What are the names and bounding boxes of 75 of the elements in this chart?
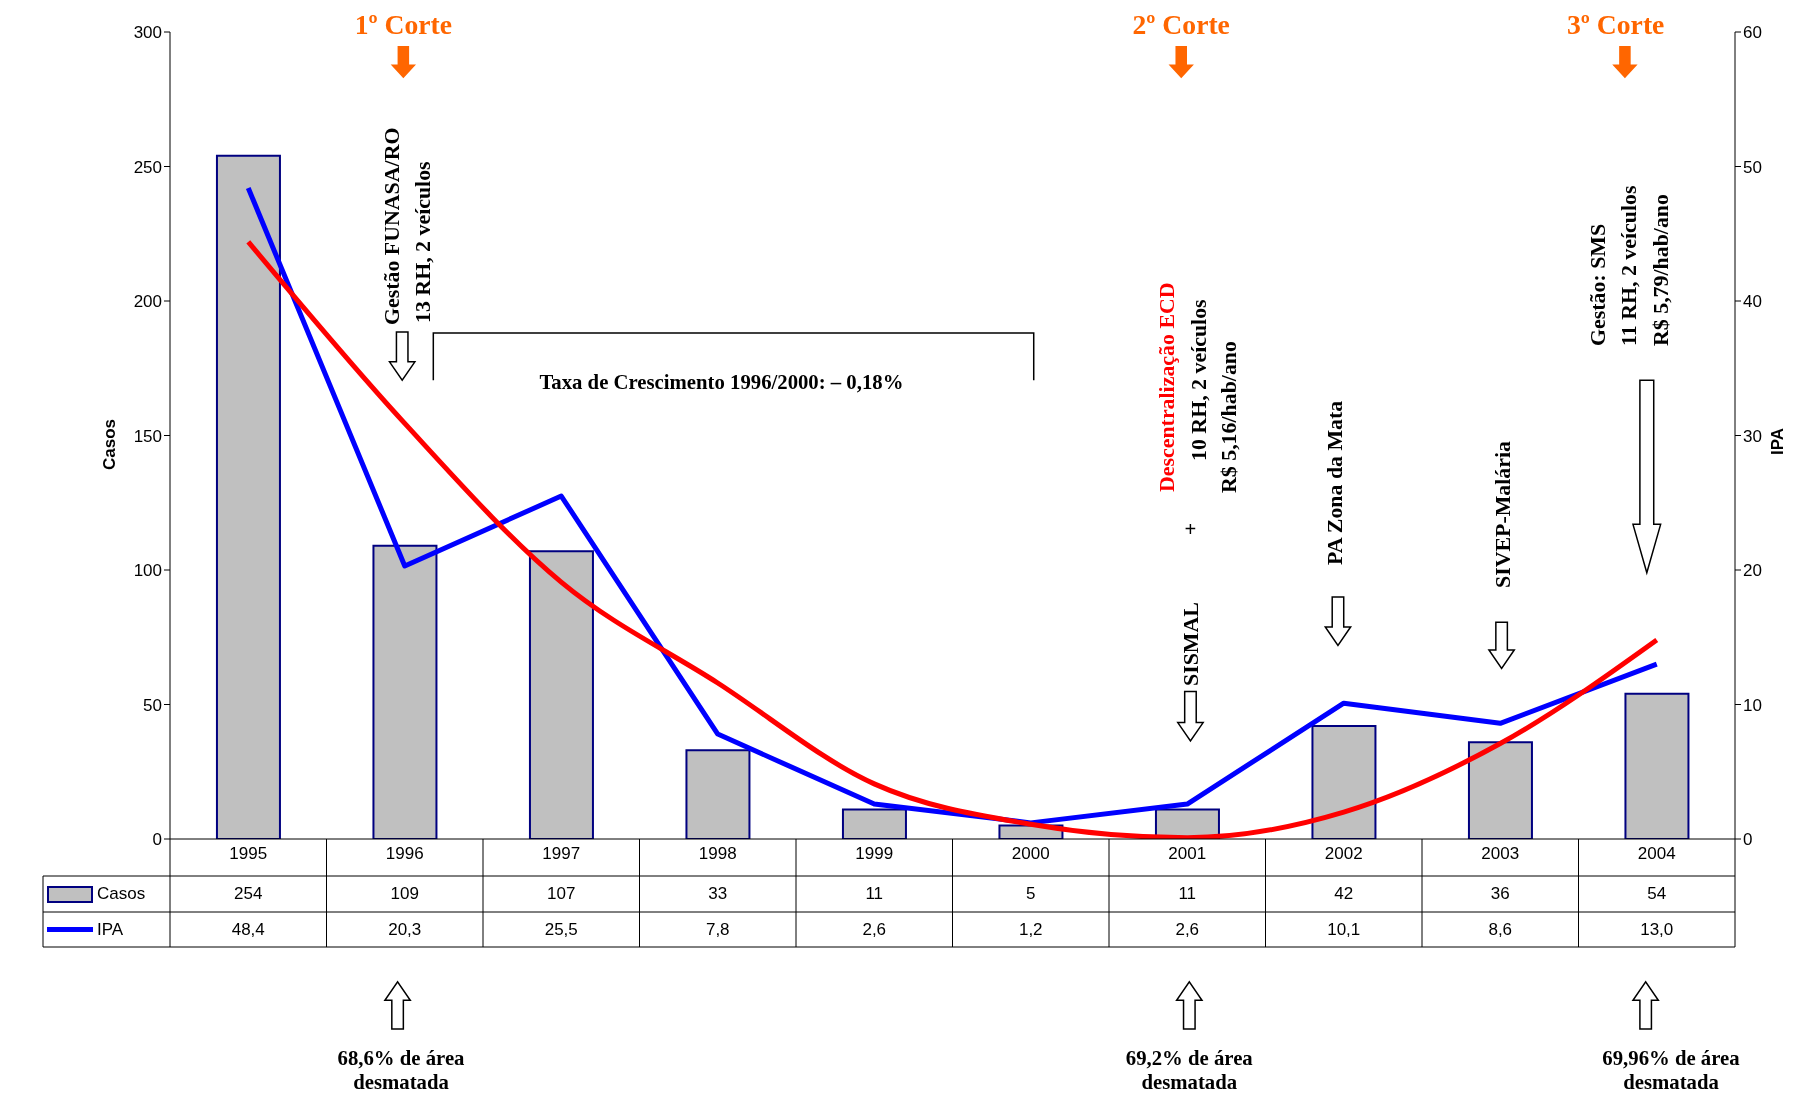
annotation: Gestão: SMS — [1584, 223, 1610, 346]
bar — [1624, 692, 1690, 839]
y-tick-label: 0 — [152, 830, 162, 850]
data-label: 1,2 — [1017, 919, 1044, 941]
annotation: Descentralização ECD — [1153, 282, 1179, 493]
legend-label: IPA — [97, 919, 124, 940]
annotation: PA Zona da Mata — [1321, 400, 1348, 565]
data-label: 42 — [1333, 883, 1355, 905]
x-tick-label: 1995 — [229, 844, 268, 864]
data-label: 2,6 — [861, 919, 888, 941]
y2-tick-label: 30 — [1743, 426, 1762, 446]
bar — [215, 154, 281, 839]
y-tick-label: 100 — [133, 561, 162, 581]
bar — [1467, 741, 1533, 839]
y-axis-title: Casos — [100, 418, 120, 470]
bar — [372, 544, 438, 839]
text: 69,96% de área desmatada — [1601, 1046, 1741, 1092]
data-label: 36 — [1489, 883, 1511, 905]
y-tick-label: 50 — [143, 695, 162, 715]
x-tick-label: 2000 — [1011, 844, 1050, 864]
y-tick-label: 300 — [133, 23, 162, 43]
data-label: 107 — [546, 883, 577, 905]
annotation: R$ 5,79/hab/ano — [1648, 193, 1674, 346]
annotation: 10 RH, 2 veículos — [1185, 299, 1212, 461]
x-tick-label: 1996 — [385, 844, 424, 864]
annotation: 3º Corte — [1566, 8, 1665, 40]
data-label: 10,1 — [1326, 919, 1362, 941]
x-tick-label: 2002 — [1324, 844, 1363, 864]
annotation: SIVEP-Malária — [1490, 440, 1516, 588]
x-tick-label: 1999 — [855, 844, 894, 864]
y-tick-label: 150 — [133, 426, 162, 446]
data-label: 48,4 — [230, 919, 266, 941]
y2-tick-label: 0 — [1743, 830, 1753, 850]
bar — [685, 749, 751, 839]
annotation: 1º Corte — [354, 8, 453, 40]
data-label: 20,3 — [387, 919, 423, 941]
data-label: 11 — [1177, 883, 1198, 905]
x-tick-label: 2001 — [1168, 844, 1207, 864]
text: 68,6% de área desmatada — [336, 1046, 466, 1092]
data-label: 13,0 — [1639, 919, 1675, 941]
y-tick-label: 200 — [133, 292, 162, 312]
bar — [528, 550, 594, 839]
x-tick-label: 1997 — [542, 844, 581, 864]
annotation: R$ 5,16/hab/ano — [1215, 341, 1242, 494]
annotation: 2º Corte — [1132, 8, 1230, 40]
y-tick-label: 250 — [133, 157, 162, 177]
annotation: 13 RH, 2 veículos — [410, 161, 436, 323]
annotation: + — [1184, 517, 1197, 540]
y2-axis-title: IPA — [1768, 427, 1788, 455]
y2-tick-label: 10 — [1743, 695, 1762, 715]
data-label: 254 — [233, 883, 264, 905]
y2-tick-label: 60 — [1743, 23, 1762, 43]
data-label: 33 — [707, 883, 729, 905]
annotation: Taxa de Crescimento 1996/2000: – 0,18% — [538, 371, 905, 396]
data-label: 7,8 — [704, 919, 731, 941]
x-tick-label: 1998 — [698, 844, 737, 864]
data-label: 8,6 — [1487, 919, 1514, 941]
y2-tick-label: 40 — [1743, 292, 1762, 312]
y2-tick-label: 20 — [1743, 561, 1762, 581]
data-label: 11 — [864, 883, 885, 905]
text: 69,2% de área desmatada — [1124, 1046, 1254, 1092]
data-label: 54 — [1646, 883, 1668, 905]
bar — [841, 808, 907, 839]
x-tick-label: 2003 — [1481, 844, 1520, 864]
annotation: SISMAL — [1177, 601, 1204, 686]
bar — [1311, 725, 1377, 839]
y2-tick-label: 50 — [1743, 157, 1762, 177]
data-label: 5 — [1025, 883, 1037, 905]
data-label: 25,5 — [543, 919, 579, 941]
annotation: Gestão FUNASA/RO — [379, 127, 405, 325]
data-label: 109 — [389, 883, 420, 905]
legend-label: Casos — [97, 884, 146, 904]
x-tick-label: 2004 — [1637, 844, 1676, 864]
data-label: 2,6 — [1174, 919, 1201, 941]
annotation: 11 RH, 2 veículos — [1615, 185, 1641, 346]
